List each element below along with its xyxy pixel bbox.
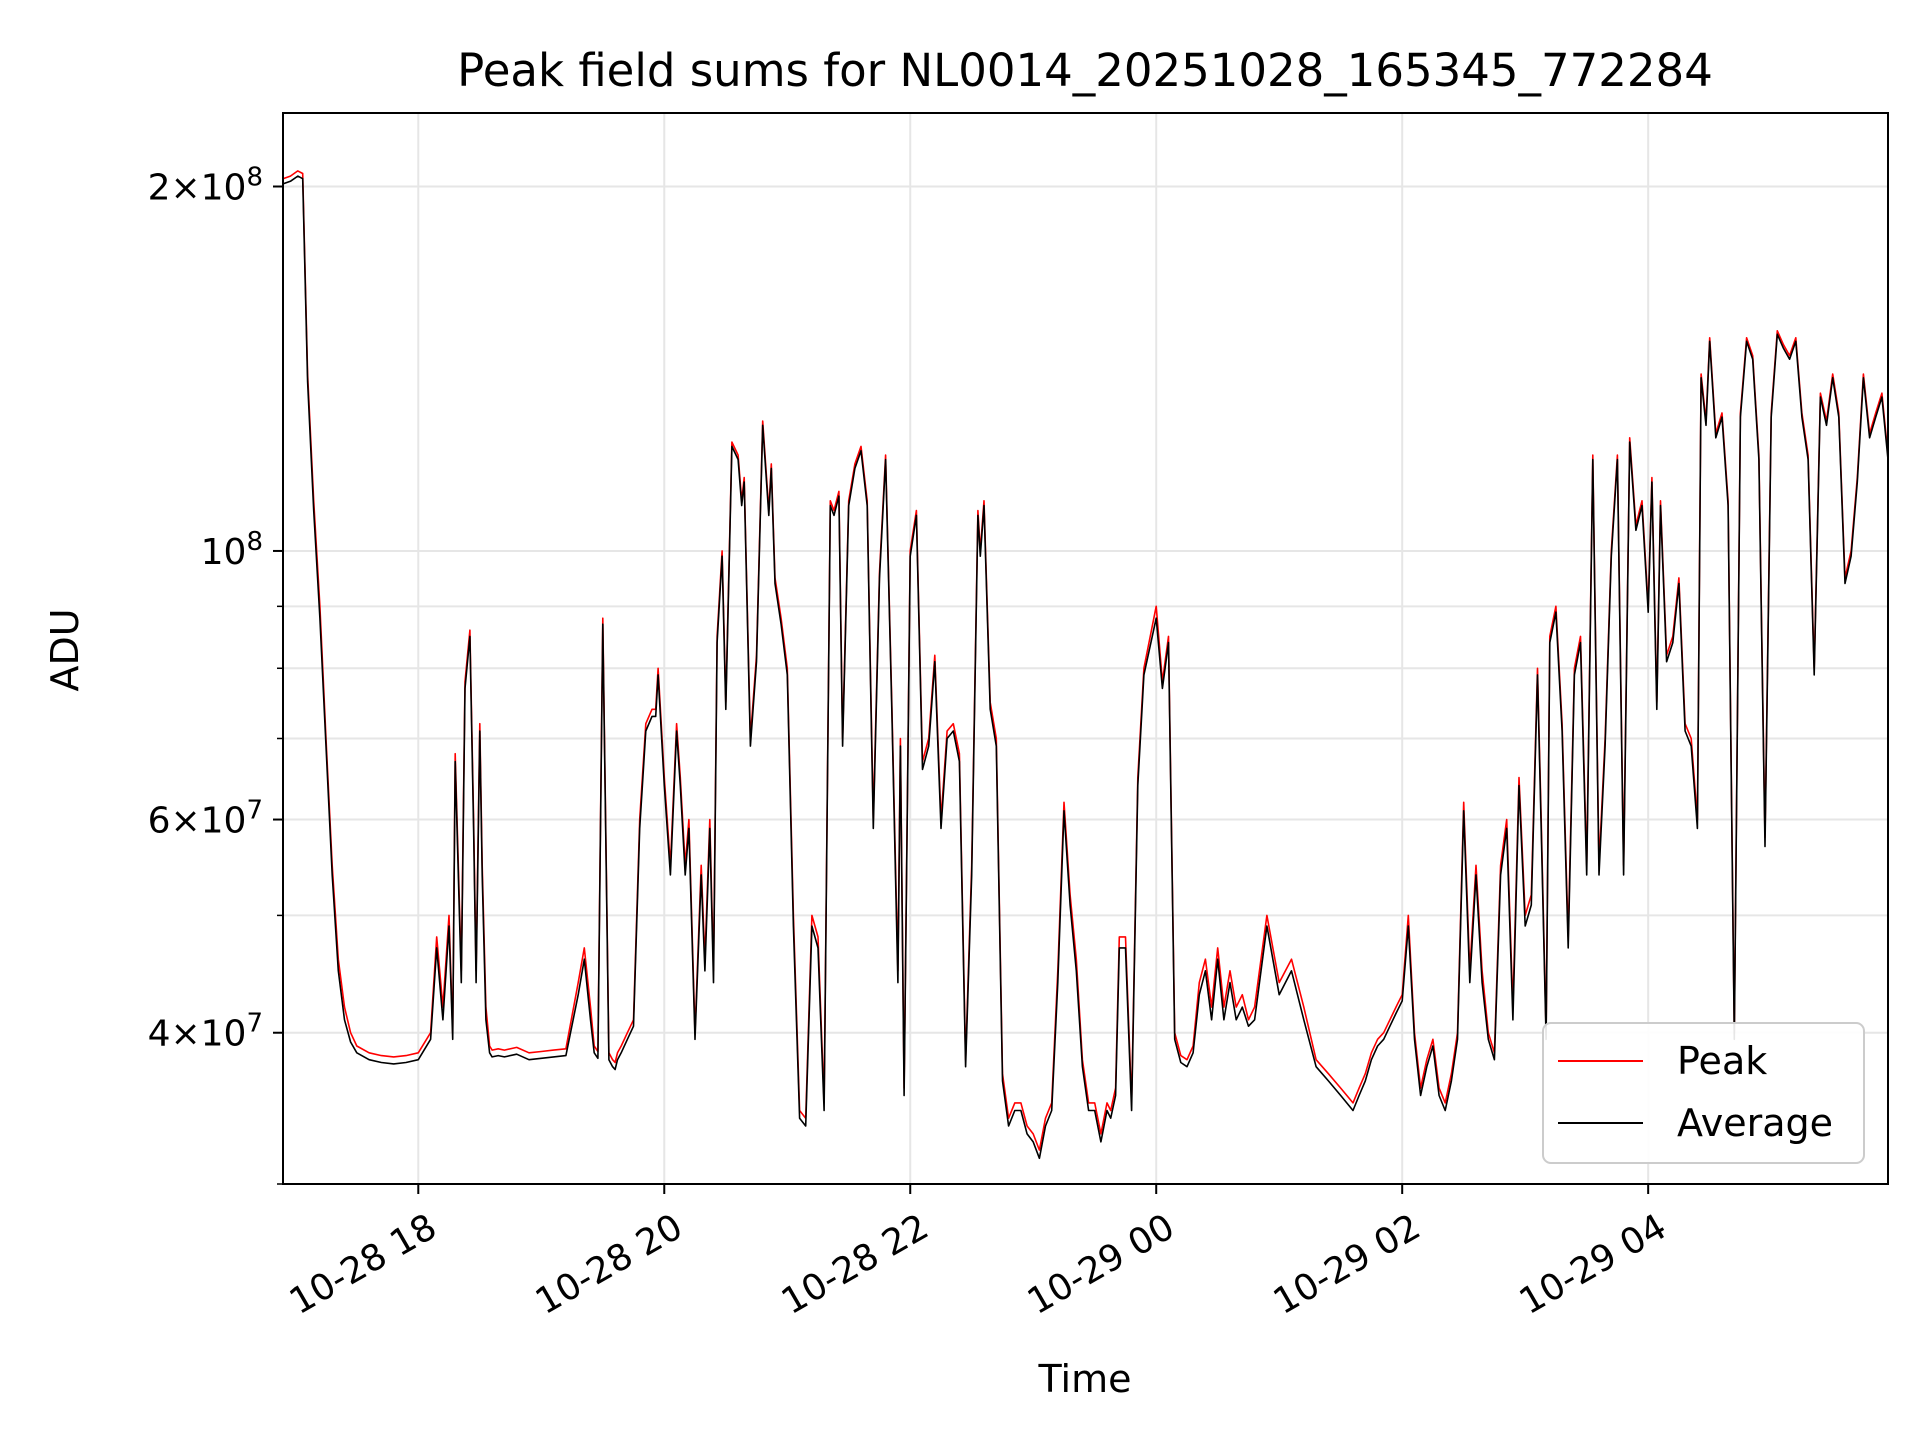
y-tick-label-ten: 10	[201, 532, 247, 573]
plot-frame	[282, 112, 1889, 1185]
legend-average-label: Average	[1677, 1101, 1833, 1145]
legend: Peak Average	[1542, 1022, 1865, 1164]
y-tick-label-base: 2	[148, 167, 171, 208]
y-tick-label-times: ×10	[170, 167, 246, 208]
chart-title: Peak field sums for NL0014_20251028_1653…	[457, 44, 1713, 97]
y-axis-label: ADU	[43, 608, 87, 691]
y-tick-label-base: 4	[148, 1014, 171, 1055]
y-tick-label: 108	[201, 527, 263, 573]
y-tick-label: 6×107	[148, 796, 263, 842]
x-axis-label: Time	[1038, 1357, 1132, 1401]
average-series-line	[283, 175, 1888, 1160]
y-tick-label-times: ×10	[170, 1014, 246, 1055]
y-tick-label-exponent: 8	[246, 162, 263, 192]
y-tick-label: 2×108	[148, 162, 263, 208]
y-tick-label-times: ×10	[170, 801, 246, 842]
y-tick-label-exponent: 7	[246, 796, 263, 826]
y-tick-label: 4×107	[148, 1009, 263, 1055]
series-layer	[283, 170, 1888, 1160]
y-tick-label-exponent: 8	[246, 527, 263, 557]
y-tick-label-base: 6	[148, 801, 171, 842]
legend-box	[1542, 1022, 1865, 1164]
legend-peak-label: Peak	[1677, 1039, 1767, 1083]
y-tick-label-exponent: 7	[246, 1009, 263, 1039]
